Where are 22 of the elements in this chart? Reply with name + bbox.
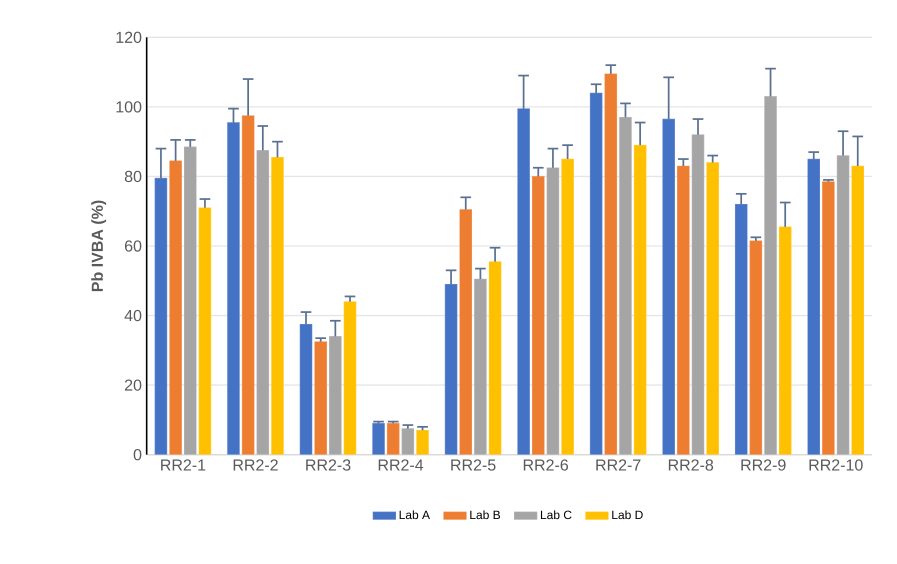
legend-label: Lab B [470,510,500,520]
y-axis-title: Pb IVBA (%) [91,200,106,292]
legend-label: Lab C [540,510,572,520]
x-tick-label: RR2-4 [378,459,424,471]
x-tick-label: RR2-8 [668,459,714,471]
y-tick-label: 20 [124,379,142,391]
x-tick-label: RR2-10 [809,459,863,471]
x-tick-label: RR2-1 [161,459,206,471]
x-tick-label: RR2-7 [596,459,640,471]
x-tick-label: RR2-6 [524,459,568,471]
legend-label: Lab D [612,510,643,520]
y-tick-label: 80 [124,170,142,182]
y-tick-label: 120 [116,32,142,43]
x-tick-label: RR2-2 [234,459,278,471]
x-tick-label: RR2-5 [451,459,496,471]
x-tick-label: RR2-3 [306,459,350,471]
legend-label: Lab A [400,510,430,520]
y-tick-label: 100 [116,101,142,113]
x-tick-label: RR2-9 [741,459,786,471]
y-tick-label: 60 [124,240,142,252]
y-tick-label: 0 [134,448,142,460]
y-tick-label: 40 [124,310,142,322]
